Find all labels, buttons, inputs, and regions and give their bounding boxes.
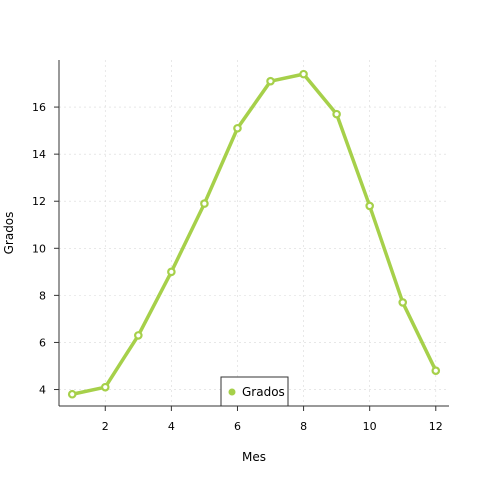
data-point [365, 201, 374, 211]
data-point [100, 382, 110, 392]
y-tick-label: 16 [32, 101, 46, 114]
x-tick-label: 2 [102, 420, 109, 433]
grid-lines [59, 60, 449, 406]
data-point [299, 69, 308, 79]
data-point [200, 199, 209, 208]
y-axis-title: Grados [2, 212, 16, 255]
x-axis-title: Mes [242, 450, 266, 464]
y-tick-label: 12 [32, 195, 46, 208]
data-point [167, 267, 176, 277]
x-tick-label: 8 [300, 420, 307, 433]
series-line [70, 72, 438, 396]
y-tick-label: 4 [39, 384, 46, 397]
data-point [134, 331, 143, 340]
data-point [67, 389, 77, 399]
data-point [233, 123, 242, 133]
x-tick-label: 6 [234, 420, 241, 433]
y-tick-label: 14 [32, 148, 46, 161]
data-point [332, 109, 341, 119]
legend-label: Grados [242, 385, 285, 399]
y-tick-label: 6 [39, 336, 46, 349]
legend-marker [228, 388, 236, 396]
data-point [431, 366, 441, 375]
legend: Grados [220, 376, 289, 407]
x-tick-label: 4 [168, 420, 175, 433]
data-point [266, 76, 275, 86]
ticks: 2 4 6 8 10 12 4 6 8 10 12 14 16 [32, 101, 443, 433]
y-tick-label: 10 [32, 242, 46, 255]
series [67, 69, 441, 399]
axes [58, 60, 449, 407]
x-tick-label: 12 [429, 420, 443, 433]
data-point [398, 298, 408, 307]
y-tick-label: 8 [39, 289, 46, 302]
x-tick-label: 10 [363, 420, 377, 433]
